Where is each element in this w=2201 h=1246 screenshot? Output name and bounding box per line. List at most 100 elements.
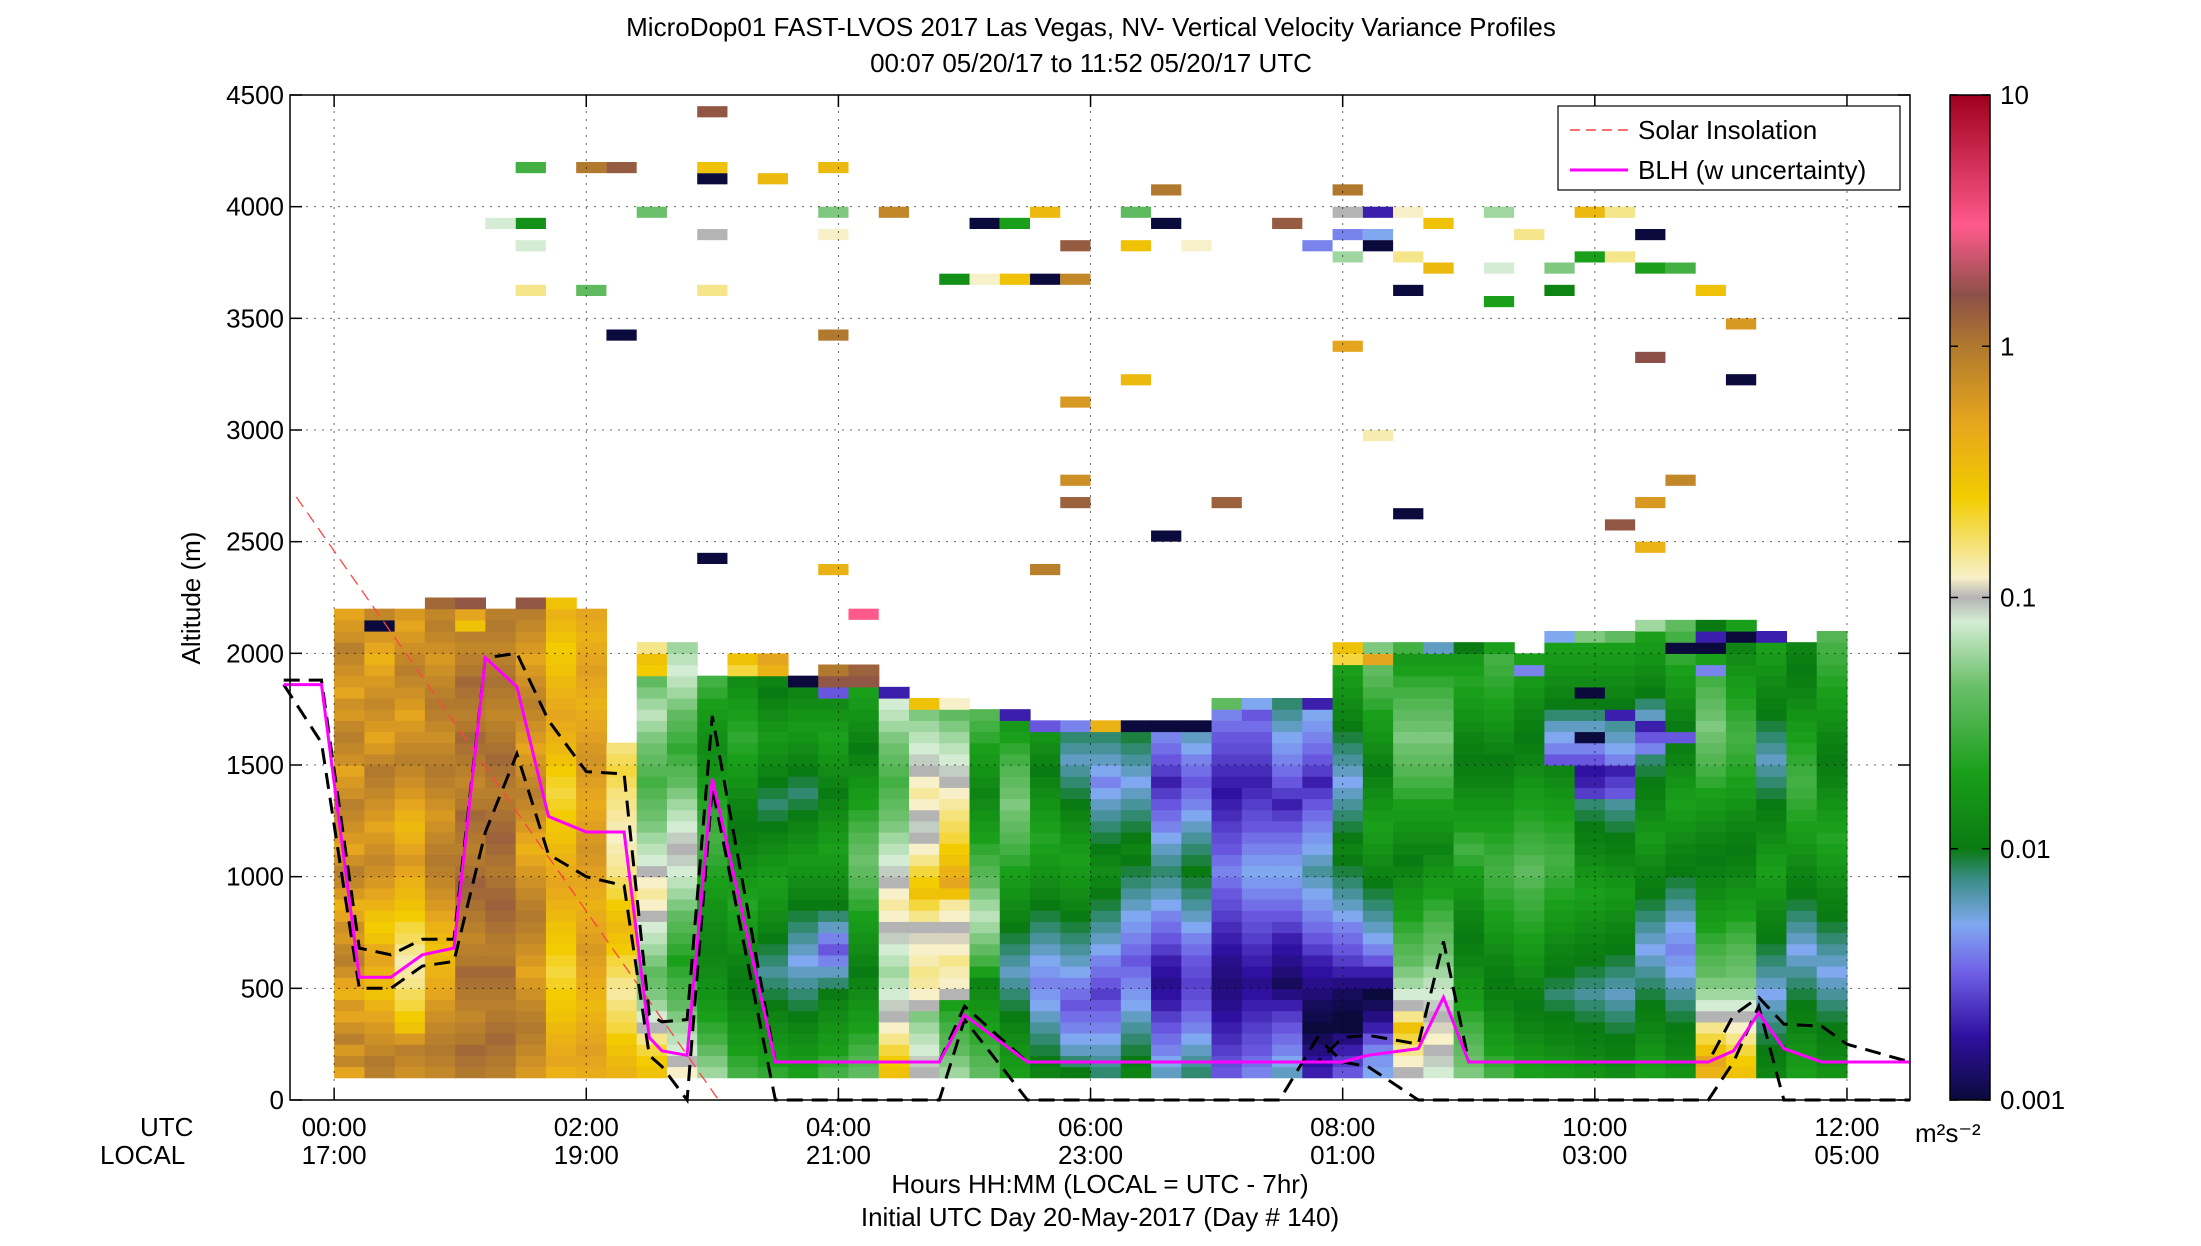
heatmap-cell	[425, 799, 456, 811]
heatmap-cell	[606, 743, 637, 755]
heatmap-cell	[364, 698, 395, 710]
heatmap-cell	[818, 676, 849, 688]
heatmap-cell	[1393, 698, 1424, 710]
heatmap-cell	[909, 843, 940, 855]
heatmap-cell	[788, 709, 819, 721]
heatmap-cell	[455, 910, 486, 922]
heatmap-cell	[606, 988, 637, 1000]
heatmap-cell	[788, 955, 819, 967]
heatmap-cell	[364, 743, 395, 755]
heatmap-cell	[395, 1044, 426, 1056]
heatmap-cell	[1635, 352, 1665, 363]
heatmap-cell	[788, 732, 819, 744]
heatmap-cell	[1514, 821, 1545, 833]
heatmap-cell	[334, 732, 365, 744]
heatmap-cell	[1696, 285, 1726, 296]
heatmap-cell	[1817, 910, 1848, 922]
heatmap-cell	[1151, 888, 1182, 900]
heatmap-cell	[1000, 877, 1031, 889]
heatmap-cell	[1817, 799, 1848, 811]
heatmap-cell	[758, 173, 788, 184]
heatmap-cell	[1786, 665, 1817, 677]
heatmap-cell	[1454, 910, 1485, 922]
heatmap-cell	[1756, 709, 1787, 721]
heatmap-cell	[1333, 1044, 1364, 1056]
heatmap-cell	[848, 799, 879, 811]
x-tick-label-utc: 00:00	[302, 1112, 367, 1142]
heatmap-cell	[788, 966, 819, 978]
heatmap-cell	[637, 709, 668, 721]
heatmap-cell	[818, 899, 849, 911]
heatmap-cell	[576, 1011, 607, 1023]
heatmap-cell	[364, 955, 395, 967]
heatmap-cell	[455, 1011, 486, 1023]
heatmap-cell	[1060, 799, 1091, 811]
heatmap-cell	[1000, 274, 1030, 285]
heatmap-cell	[788, 888, 819, 900]
heatmap-cell	[546, 687, 577, 699]
heatmap-cell	[1272, 933, 1303, 945]
heatmap-cell	[516, 843, 547, 855]
heatmap-cell	[1121, 720, 1152, 732]
heatmap-cell	[1756, 799, 1787, 811]
heatmap-cell	[1484, 787, 1515, 799]
heatmap-cell	[455, 765, 486, 777]
heatmap-cell	[818, 910, 849, 922]
legend-label-solar: Solar Insolation	[1638, 115, 1817, 145]
heatmap-cell	[1393, 1055, 1424, 1067]
heatmap-cell	[1605, 787, 1636, 799]
heatmap-cell	[485, 899, 516, 911]
heatmap-cell	[1575, 787, 1606, 799]
heatmap-cell	[1151, 765, 1182, 777]
heatmap-cell	[1665, 665, 1696, 677]
heatmap-cell	[485, 687, 516, 699]
heatmap-cell	[1302, 910, 1333, 922]
heatmap-cell	[818, 921, 849, 933]
heatmap-cell	[1514, 944, 1545, 956]
heatmap-cell	[1242, 944, 1273, 956]
heatmap-cell	[848, 1022, 879, 1034]
heatmap-cell	[1272, 843, 1303, 855]
heatmap-cell	[1635, 653, 1666, 665]
heatmap-cell	[1756, 687, 1787, 699]
heatmap-cell	[788, 988, 819, 1000]
heatmap-cell	[1756, 910, 1787, 922]
heatmap-cell	[1514, 743, 1545, 755]
heatmap-cell	[1454, 977, 1485, 989]
heatmap-cell	[909, 765, 940, 777]
heatmap-cell	[1756, 843, 1787, 855]
heatmap-cell	[1363, 966, 1394, 978]
heatmap-cell	[485, 218, 515, 229]
heatmap-cell	[1302, 709, 1333, 721]
heatmap-cell	[1605, 966, 1636, 978]
heatmap-cell	[1242, 854, 1273, 866]
heatmap-cell	[1423, 821, 1454, 833]
heatmap-cell	[879, 843, 910, 855]
heatmap-cell	[1726, 854, 1757, 866]
heatmap-cell	[1242, 843, 1273, 855]
heatmap-cell	[606, 1033, 637, 1045]
heatmap-cell	[1272, 732, 1303, 744]
heatmap-cell	[818, 854, 849, 866]
heatmap-cell	[606, 921, 637, 933]
heatmap-cell	[606, 1022, 637, 1034]
heatmap-cell	[364, 810, 395, 822]
heatmap-cell	[1272, 988, 1303, 1000]
heatmap-cell	[1181, 910, 1212, 922]
heatmap-cell	[697, 162, 727, 173]
heatmap-cell	[1393, 743, 1424, 755]
heatmap-cell	[1696, 955, 1727, 967]
heatmap-cell	[546, 653, 577, 665]
heatmap-cell	[1060, 843, 1091, 855]
heatmap-cell	[576, 843, 607, 855]
x-tick-label-local: 01:00	[1310, 1140, 1375, 1170]
heatmap-cell	[909, 698, 940, 710]
heatmap-cell	[1756, 821, 1787, 833]
heatmap-cell	[455, 810, 486, 822]
colorbar-tick-label: 0.01	[2000, 834, 2051, 864]
heatmap-cell	[1544, 754, 1575, 766]
heatmap-cell	[1393, 854, 1424, 866]
heatmap-cell	[1544, 732, 1575, 744]
heatmap-cell	[1605, 921, 1636, 933]
x-tick-label-utc: 04:00	[806, 1112, 871, 1142]
